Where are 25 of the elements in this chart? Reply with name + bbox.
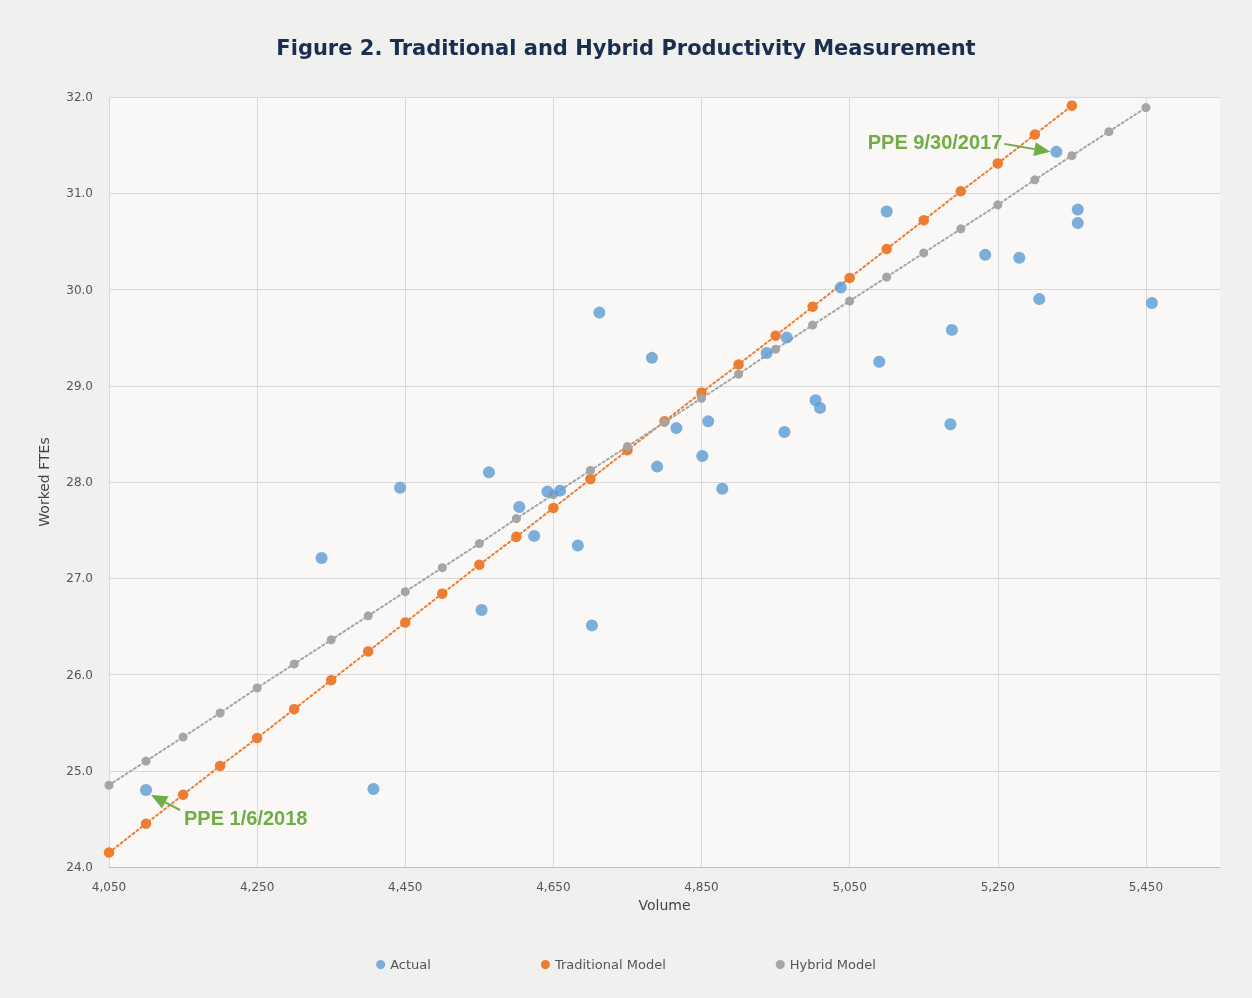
y-tick-label: 27.0 [66, 571, 93, 586]
x-tick-label: 4,050 [91, 880, 127, 894]
y-tick-label: 32.0 [66, 90, 93, 104]
y-tick-label: 24.0 [66, 860, 93, 874]
annotation: PPE 1/6/2018 [184, 807, 308, 829]
y-tick-label: 31.0 [66, 186, 93, 201]
legend-label: Actual [390, 957, 431, 972]
x-tick-label: 4,650 [536, 880, 571, 894]
x-axis-title: Volume [638, 896, 691, 913]
y-tick-label: 25.0 [66, 763, 93, 778]
x-tick-label: 4,250 [239, 880, 275, 894]
chart-title: Figure 2. Traditional and Hybrid Productivity Measurement [276, 35, 976, 60]
x-tick-label: 5,450 [1128, 880, 1164, 894]
y-tick-label: 26.0 [66, 667, 93, 682]
legend-label: Hybrid Model [789, 957, 876, 972]
x-tick-label: 4,850 [684, 880, 719, 894]
y-tick-label: 30.0 [66, 282, 93, 297]
x-tick-label: 5,250 [980, 880, 1015, 894]
y-tick-label: 29.0 [66, 378, 93, 393]
y-tick-label: 28.0 [66, 475, 93, 489]
legend-label: Traditional Model [553, 957, 666, 972]
annotation: PPE 9/30/2017 [867, 130, 1003, 153]
x-tick-label: 4,450 [388, 880, 423, 894]
x-tick-label: 5,050 [832, 880, 867, 894]
y-axis-title: Worked FTEs [36, 437, 52, 527]
